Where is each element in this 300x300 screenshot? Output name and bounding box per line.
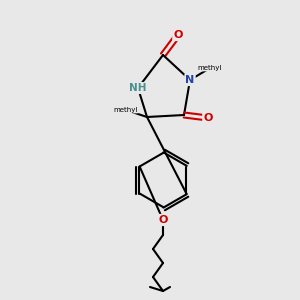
- Text: O: O: [158, 215, 168, 225]
- Text: methyl: methyl: [114, 107, 138, 113]
- Text: N: N: [185, 75, 195, 85]
- Text: NH: NH: [129, 83, 147, 93]
- Text: O: O: [173, 30, 183, 40]
- Text: methyl: methyl: [198, 65, 222, 71]
- Text: O: O: [203, 113, 213, 123]
